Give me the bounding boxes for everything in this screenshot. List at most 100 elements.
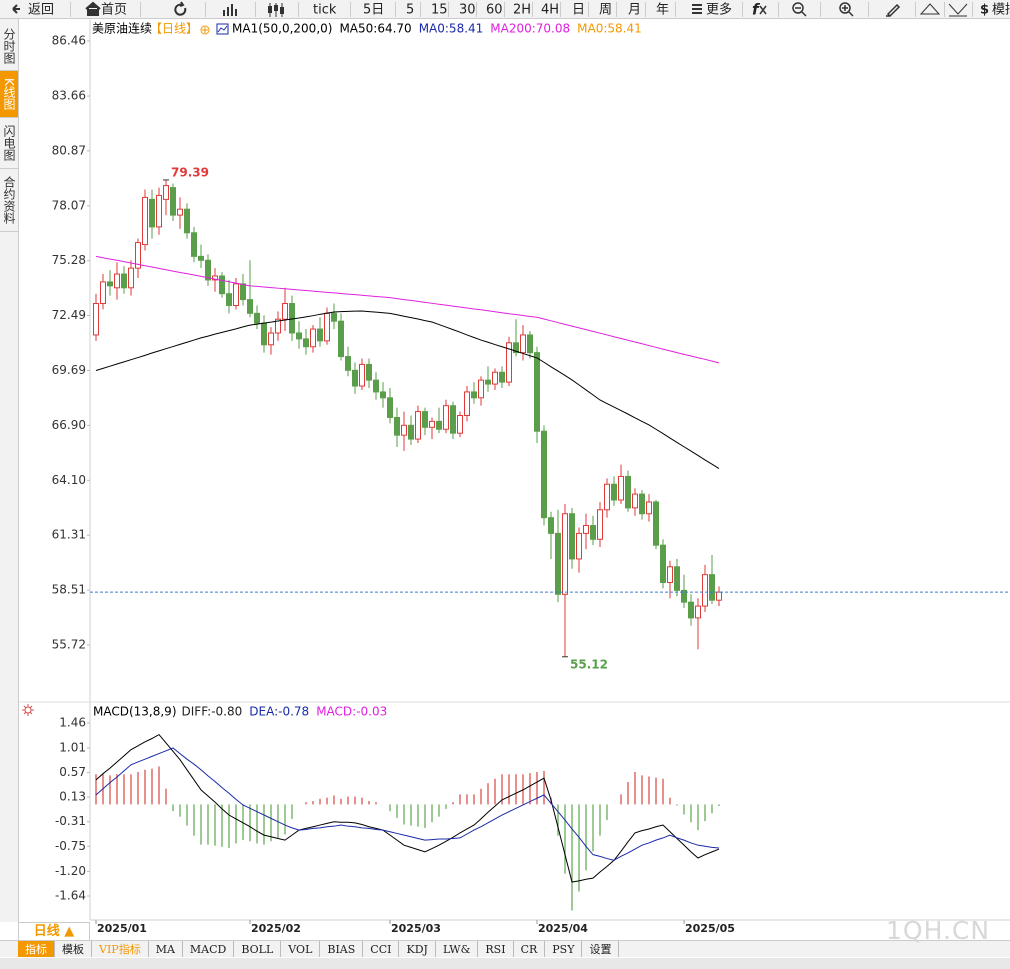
indicator-tab[interactable]: MACD [183, 941, 235, 957]
toolbar-button[interactable]: 年 [656, 3, 669, 18]
candle-body [422, 411, 428, 428]
candle-body [534, 352, 540, 432]
y-tick-label: 0.57 [59, 765, 86, 779]
candle-body [492, 371, 498, 385]
side-tab[interactable]: 分时图 [0, 22, 18, 71]
indicator-tab[interactable]: 模板 [55, 941, 92, 957]
indicator-tab[interactable]: BIAS [320, 941, 364, 957]
toolbar-button[interactable]: 60 [486, 3, 503, 18]
y-tick-label: 64.10 [52, 473, 86, 487]
candle-body [562, 513, 568, 595]
y-tick-label: -0.31 [55, 814, 86, 828]
candle-body [394, 416, 400, 436]
ma-icon[interactable] [216, 23, 229, 35]
toolbar-button[interactable]: tick [313, 3, 337, 18]
candle-body [667, 566, 673, 584]
y-tick-label: 1.46 [59, 715, 86, 729]
candle-body [681, 589, 687, 603]
y-tick-label: 78.07 [52, 198, 86, 212]
indicator-tab[interactable]: CR [514, 941, 546, 957]
low-label: 55.12 [570, 657, 608, 671]
candle-body [107, 281, 113, 287]
legend-entry: MA1(50,0,200,0) [232, 22, 332, 36]
legend-entry: DIFF:-0.80 [182, 705, 243, 719]
toolbar-button[interactable]: 5日 [363, 3, 384, 18]
toolbar-button[interactable]: 30 [459, 3, 476, 18]
add-icon[interactable] [200, 25, 210, 35]
toolbar-button[interactable]: 更多 [706, 2, 732, 18]
indicator-tab[interactable]: CCI [363, 941, 400, 957]
down-icon[interactable] [948, 3, 968, 17]
y-tick-label: 66.90 [52, 418, 86, 432]
indicator-tab[interactable]: LW& [436, 941, 479, 957]
ma-icons [200, 23, 229, 35]
indicator-line [95, 747, 720, 861]
candle-body [240, 283, 246, 301]
x-tick-label: 2025/01 [97, 922, 147, 935]
bars-icon[interactable] [223, 4, 237, 16]
period-selector[interactable]: 日线 ▲ [18, 922, 90, 941]
candle-body [289, 303, 295, 334]
candle-body [296, 332, 302, 340]
candle-body [527, 334, 533, 354]
y-tick-label: 61.31 [52, 528, 86, 542]
crosshair-icon[interactable] [22, 704, 34, 716]
watermark: 1QH.CN [886, 916, 991, 945]
legend-entry: DEA:-0.78 [249, 705, 309, 719]
candle-body [219, 275, 225, 295]
indicator-tab[interactable]: 指标 [18, 941, 55, 957]
draw-icon[interactable] [886, 3, 901, 18]
indicator-line [95, 310, 720, 469]
candle-body [212, 275, 218, 281]
candle-body [170, 187, 176, 216]
indicator-tab[interactable]: KDJ [399, 941, 436, 957]
candle-body [709, 574, 715, 601]
side-tab[interactable]: 闪电图 [0, 118, 18, 169]
toolbar-button[interactable]: 周 [599, 3, 612, 18]
indicator-tab[interactable]: VIP指标 [92, 941, 149, 957]
candle-body [415, 411, 421, 440]
toolbar-button[interactable]: 15 [431, 3, 448, 18]
candle-body [156, 194, 162, 228]
indicator-line [95, 733, 720, 883]
candle-body [716, 591, 722, 601]
toolbar-button[interactable]: 5 [406, 3, 414, 18]
zoom-out-icon[interactable] [792, 2, 804, 14]
toolbar-button[interactable]: 4H [541, 3, 559, 18]
toolbar-button[interactable]: 2H [513, 3, 531, 18]
candle-body [93, 303, 99, 336]
side-tab[interactable]: 合约资料 [0, 169, 18, 232]
indicator-tab[interactable]: BOLL [234, 941, 282, 957]
toolbar-button[interactable]: 返回 [28, 3, 54, 18]
side-tab[interactable]: K线图 [0, 71, 18, 118]
refresh-icon[interactable] [174, 1, 187, 16]
scrollbar[interactable] [0, 958, 1010, 969]
chart-background [18, 19, 1010, 922]
candle-body [471, 391, 477, 399]
candle-body [653, 501, 659, 546]
candle-body [233, 283, 239, 306]
indicator-tab[interactable]: VOL [281, 941, 321, 957]
indicator-tab[interactable]: RSI [478, 941, 514, 957]
toolbar-button[interactable]: 日 [572, 3, 585, 18]
y-tick-label: 55.72 [52, 637, 86, 651]
triangle-icon[interactable] [919, 3, 941, 15]
indicator-tab[interactable]: MA [149, 941, 183, 957]
toolbar-button[interactable]: 月 [628, 3, 641, 18]
candle-body [387, 397, 393, 418]
y-tick-label: 1.01 [59, 741, 86, 755]
zoom-in-icon[interactable] [839, 2, 851, 14]
y-tick-label: 58.51 [52, 583, 86, 597]
candle-body [702, 574, 708, 607]
indicator-tab[interactable]: 设置 [582, 941, 620, 957]
candle-body [310, 328, 316, 348]
toolbar-button[interactable]: 模拟 [992, 3, 1010, 18]
indicator-tab[interactable]: PSY [545, 941, 583, 957]
y-tick-label: -1.20 [55, 864, 86, 878]
fx-icon[interactable]: f [752, 1, 761, 19]
x-tick-label: 2025/02 [251, 922, 301, 935]
candle-body [646, 501, 652, 515]
back-icon [12, 4, 20, 14]
toolbar-button[interactable]: 首页 [101, 3, 127, 18]
